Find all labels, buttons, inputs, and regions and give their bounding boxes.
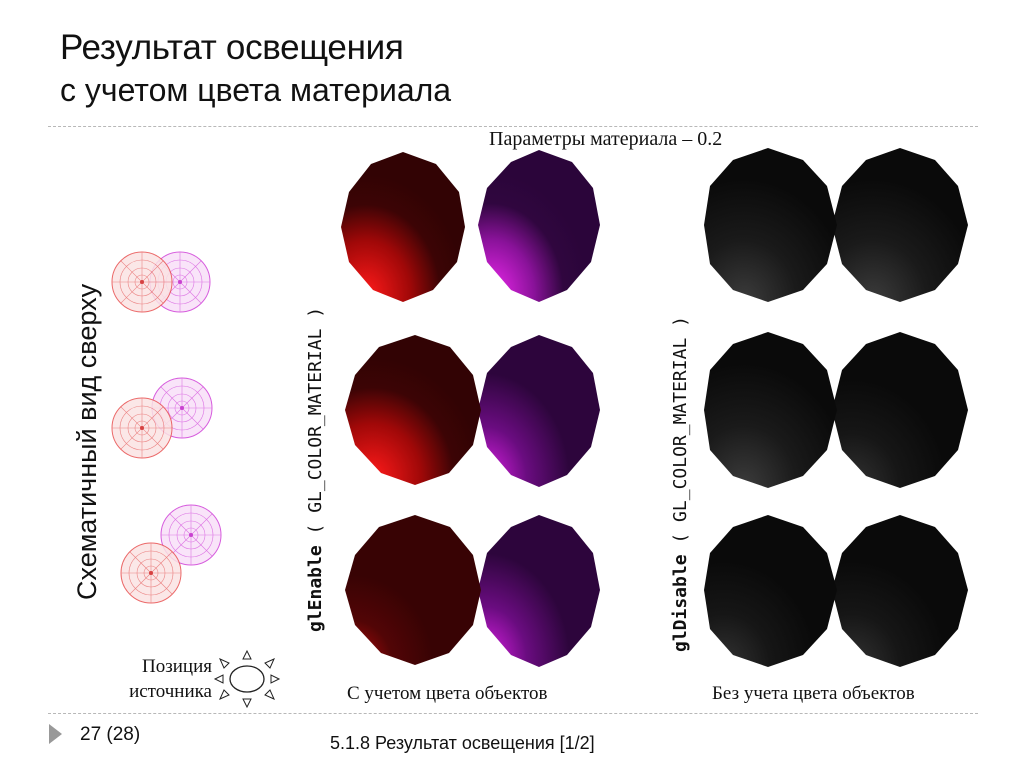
sun-icon	[213, 649, 281, 709]
gl-enable-args: ( GL_COLOR_MATERIAL )	[305, 306, 326, 546]
top-divider	[48, 126, 978, 127]
gl-disable-label: glDisable ( GL_COLOR_MATERIAL )	[670, 316, 691, 652]
gl-enable-fn: glEnable	[305, 545, 326, 632]
black-pair-row-1	[704, 148, 968, 302]
material-params-label: Параметры материала – 0.2	[489, 128, 723, 150]
black-spheres-panel	[704, 148, 968, 667]
triangle-right-icon[interactable]	[49, 724, 62, 744]
black-pair-row-2	[704, 332, 968, 488]
gl-enable-label: glEnable ( GL_COLOR_MATERIAL )	[305, 307, 326, 632]
caption-without-color: Без учета цвета объектов	[712, 683, 915, 704]
schematic-diagrams	[111, 251, 222, 604]
sphere-pair-row-2	[345, 335, 600, 487]
colored-spheres-panel	[341, 150, 600, 667]
sphere-pair-row-3	[345, 515, 600, 667]
light-source-line2: источника	[129, 681, 212, 702]
schematic-view-label: Схематичный вид сверху	[72, 283, 102, 600]
light-source-line1: Позиция	[142, 656, 212, 677]
bottom-divider	[48, 713, 978, 714]
sphere-pair-row-1	[341, 150, 600, 302]
section-title: 5.1.8 Результат освещения [1/2]	[330, 733, 595, 753]
light-source-label: Позиция источника	[108, 654, 212, 704]
gl-disable-fn: glDisable	[670, 554, 691, 652]
gl-disable-args: ( GL_COLOR_MATERIAL )	[670, 316, 691, 555]
black-pair-row-3	[704, 515, 968, 667]
page-number: 27 (28)	[80, 724, 141, 745]
caption-with-color: С учетом цвета объектов	[347, 683, 548, 704]
slide-title: Результат освещения	[60, 28, 404, 67]
slide-subtitle: с учетом цвета материала	[60, 72, 452, 108]
